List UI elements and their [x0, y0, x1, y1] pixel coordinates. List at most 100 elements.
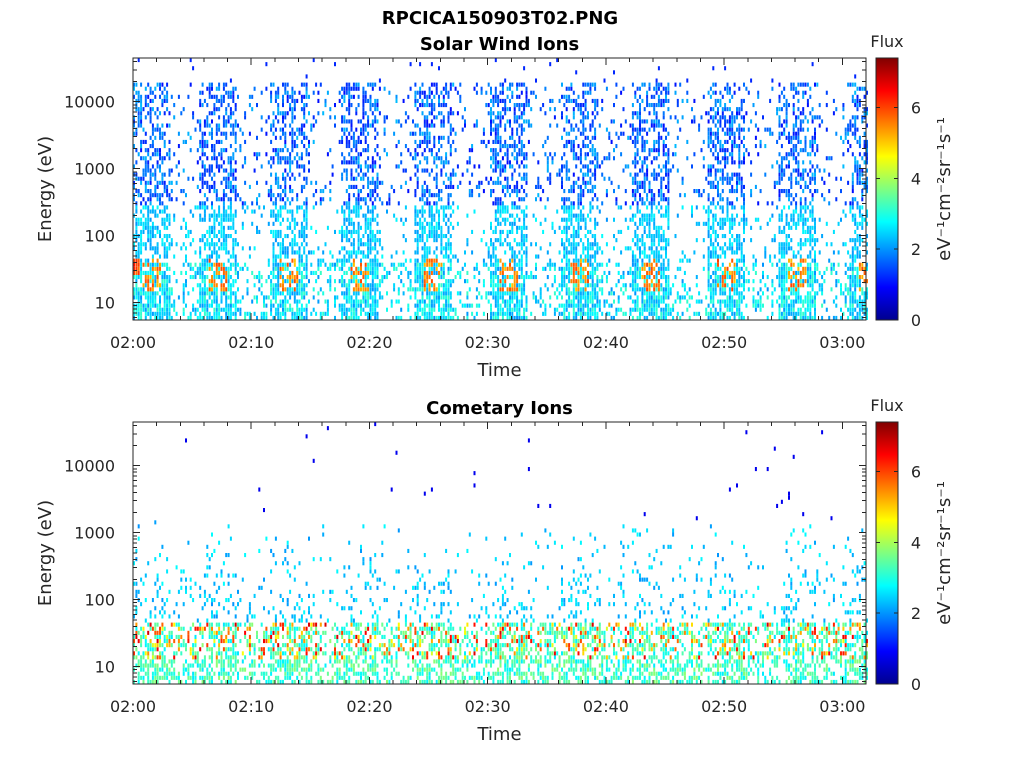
- heatmap-cell: [475, 262, 478, 267]
- heatmap-cell: [362, 184, 365, 189]
- heatmap-cell: [591, 172, 594, 177]
- heatmap-cell: [646, 270, 649, 275]
- heatmap-cell: [350, 315, 353, 320]
- heatmap-cell: [355, 168, 358, 173]
- heatmap-cell: [613, 119, 615, 124]
- heatmap-cell: [584, 295, 587, 300]
- heatmap-cell: [201, 205, 204, 210]
- heatmap-cell: [445, 184, 448, 189]
- heatmap-cell: [513, 168, 516, 173]
- heatmap-cell: [482, 279, 485, 284]
- heatmap-cell: [279, 266, 282, 271]
- heatmap-cell: [648, 127, 651, 132]
- heatmap-cell: [430, 315, 433, 320]
- heatmap-cell: [414, 209, 417, 214]
- heatmap-cell: [660, 270, 663, 275]
- heatmap-cell: [147, 213, 150, 218]
- heatmap-cell: [156, 213, 159, 218]
- heatmap-cell: [279, 148, 282, 153]
- heatmap-cell: [364, 311, 367, 316]
- heatmap-cell: [558, 283, 561, 288]
- heatmap-cell: [163, 172, 166, 177]
- heatmap-cell: [565, 303, 568, 308]
- heatmap-cell: [300, 242, 303, 247]
- heatmap-cell: [218, 115, 221, 120]
- heatmap-cell: [449, 246, 452, 251]
- heatmap-cell: [211, 82, 213, 87]
- heatmap-cell: [159, 307, 161, 312]
- heatmap-cell: [203, 205, 206, 210]
- heatmap-cell: [414, 94, 417, 99]
- heatmap-cell: [414, 103, 417, 108]
- heatmap-cell: [225, 107, 228, 112]
- heatmap-cell: [433, 283, 436, 288]
- heatmap-cell: [414, 221, 417, 226]
- heatmap-cell: [199, 144, 202, 149]
- heatmap-cell: [447, 287, 450, 292]
- heatmap-cell: [501, 209, 504, 214]
- heatmap-cell: [163, 98, 166, 103]
- heatmap-cell: [485, 295, 488, 300]
- heatmap-cell: [296, 152, 299, 157]
- heatmap-cell: [487, 250, 490, 255]
- heatmap-cell: [587, 303, 589, 308]
- heatmap-cell: [201, 90, 204, 95]
- heatmap-cell: [653, 217, 656, 222]
- heatmap-cell: [509, 303, 511, 308]
- heatmap-cell: [137, 94, 140, 99]
- heatmap-cell: [303, 307, 306, 312]
- heatmap-cell: [371, 103, 374, 108]
- heatmap-cell: [137, 152, 140, 157]
- heatmap-cell: [341, 119, 344, 124]
- heatmap-cell: [513, 119, 516, 124]
- heatmap-cell: [270, 98, 273, 103]
- heatmap-cell: [215, 189, 218, 194]
- heatmap-cell: [156, 184, 159, 189]
- heatmap-cell: [549, 242, 552, 247]
- heatmap-cell: [218, 164, 221, 169]
- heatmap-cell: [274, 201, 277, 206]
- heatmap-cell: [360, 189, 362, 194]
- heatmap-cell: [310, 262, 313, 267]
- heatmap-cell: [544, 205, 547, 210]
- heatmap-cell: [244, 311, 247, 316]
- heatmap-cell: [343, 201, 346, 206]
- heatmap-cell: [284, 139, 287, 144]
- heatmap-cell: [504, 78, 507, 83]
- heatmap-cell: [234, 135, 237, 140]
- heatmap-cell: [348, 213, 351, 218]
- heatmap-cell: [222, 98, 225, 103]
- heatmap-cell: [239, 299, 242, 304]
- heatmap-cell: [419, 160, 422, 165]
- heatmap-cell: [660, 307, 663, 312]
- heatmap-cell: [256, 229, 258, 234]
- heatmap-cell: [487, 246, 490, 251]
- heatmap-cell: [284, 193, 287, 198]
- heatmap-cell: [289, 279, 292, 284]
- heatmap-cell: [639, 103, 641, 108]
- heatmap-cell: [156, 127, 159, 132]
- heatmap-cell: [579, 266, 582, 271]
- heatmap-cell: [277, 291, 280, 296]
- heatmap-cell: [631, 275, 634, 280]
- heatmap-cell: [445, 82, 448, 87]
- heatmap-cell: [631, 176, 634, 181]
- heatmap-cell: [199, 283, 202, 288]
- heatmap-cell: [636, 189, 639, 194]
- heatmap-cell: [282, 299, 284, 304]
- heatmap-cell: [182, 262, 185, 267]
- heatmap-cell: [208, 242, 211, 247]
- heatmap-cell: [497, 201, 500, 206]
- heatmap-cell: [296, 164, 299, 169]
- heatmap-cell: [490, 311, 492, 316]
- heatmap-cell: [253, 283, 256, 288]
- heatmap-cell: [579, 193, 582, 198]
- heatmap-cell: [572, 266, 575, 271]
- heatmap-cell: [371, 275, 374, 280]
- heatmap-cell: [442, 209, 445, 214]
- heatmap-cell: [393, 283, 396, 288]
- heatmap-cell: [506, 275, 509, 280]
- heatmap-cell: [293, 115, 296, 120]
- heatmap-cell: [168, 156, 171, 161]
- heatmap-cell: [646, 176, 649, 181]
